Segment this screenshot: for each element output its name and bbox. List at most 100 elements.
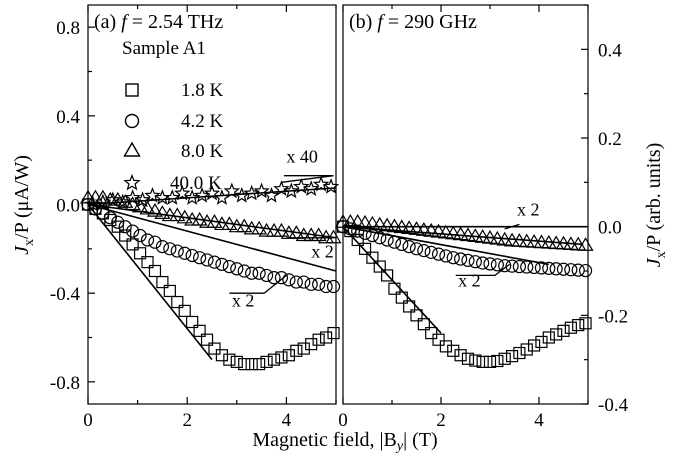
y-tick-label: -0.8 — [50, 373, 80, 394]
panel-b: 0 2 4 0.4 0.2 0.0 -0.2 -0.4 x 2 x 2 (b) f = 290 … — [334, 4, 669, 431]
data-point-40-0-k — [302, 180, 320, 197]
data-point-40-0-k — [273, 180, 290, 197]
data-point-8-0-k — [236, 218, 253, 233]
panel-b-title: (b) f = 290 GHz — [349, 11, 477, 33]
data-point-8-0-k — [437, 224, 454, 239]
data-point-1-8-k — [439, 340, 452, 353]
data-point-4-2-k — [527, 260, 541, 275]
data-point-1-8-k — [366, 251, 379, 264]
data-point-4-2-k — [468, 255, 482, 269]
data-point-4-2-k — [96, 206, 110, 220]
data-point-4-2-k — [556, 262, 571, 276]
data-point-4-2-k — [498, 259, 512, 273]
data-point-4-2-k — [483, 257, 497, 271]
data-point-1-8-k — [327, 326, 340, 340]
data-point-8-0-k — [474, 229, 491, 243]
data-point-1-8-k — [163, 284, 176, 298]
data-point-1-8-k — [381, 269, 394, 282]
data-point-4-2-k — [431, 247, 446, 261]
annotation-line — [281, 175, 334, 183]
data-point-4-2-k — [505, 259, 519, 273]
data-point-1-8-k — [223, 353, 236, 366]
data-point-40-0-k — [104, 191, 122, 208]
data-point-4-2-k — [133, 228, 147, 243]
data-point-1-8-k — [133, 247, 147, 260]
data-point-4-2-k — [351, 224, 365, 238]
data-point-4-2-k — [312, 277, 326, 291]
annotation-label: x 2 — [232, 290, 255, 310]
data-point-4-2-k — [373, 231, 387, 245]
data-point-4-2-k — [454, 252, 468, 266]
data-point-40-0-k — [134, 191, 151, 208]
data-point-4-2-k — [297, 275, 311, 289]
data-point-1-8-k — [253, 358, 266, 371]
data-point-4-2-k — [103, 211, 117, 225]
data-point-8-0-k — [191, 211, 208, 226]
data-point-4-2-k — [126, 224, 140, 238]
data-point-4-2-k — [111, 215, 125, 229]
data-point-4-2-k — [193, 251, 207, 265]
data-point-8-0-k — [132, 198, 149, 213]
data-point-4-2-k — [259, 268, 274, 283]
annotation-label: x 40 — [286, 146, 318, 166]
data-point-1-8-k — [305, 338, 318, 351]
data-point-4-2-k — [380, 233, 394, 247]
data-point-1-8-k — [267, 353, 281, 366]
data-point-4-2-k — [282, 273, 296, 287]
data-point-1-8-k — [469, 354, 482, 367]
data-point-1-8-k — [395, 291, 408, 304]
y-tick-label: -0.4 — [598, 395, 629, 416]
data-point-40-0-k — [203, 184, 221, 201]
data-point-8-0-k — [251, 220, 268, 235]
data-point-1-8-k — [454, 349, 467, 362]
data-point-4-2-k — [424, 245, 438, 259]
data-point-1-8-k — [564, 321, 577, 334]
data-point-1-8-k — [520, 343, 533, 356]
data-point-8-0-k — [146, 202, 164, 217]
data-point-4-2-k — [178, 246, 192, 260]
data-point-1-8-k — [111, 220, 124, 233]
fit-line — [87, 203, 337, 272]
data-point-40-0-k — [144, 186, 161, 203]
data-point-1-8-k — [388, 282, 401, 295]
legend-item-40-0k: 40.0 K — [170, 173, 222, 194]
data-point-4-2-k — [148, 235, 162, 249]
data-point-4-2-k — [395, 237, 409, 251]
data-point-8-0-k — [452, 226, 469, 241]
data-point-8-0-k — [401, 220, 418, 235]
data-point-4-2-k — [81, 197, 95, 212]
data-point-1-8-k — [245, 358, 258, 371]
data-point-8-0-k — [364, 215, 381, 230]
x-axis-label: Magnetic field, |By| (T) — [252, 429, 437, 454]
data-point-8-0-k — [481, 230, 499, 244]
legend-star-icon — [123, 173, 141, 191]
data-point-8-0-k — [221, 216, 238, 231]
data-point-8-0-k — [325, 229, 342, 244]
data-point-8-0-k — [445, 225, 462, 240]
x-tick-label: 0 — [338, 410, 348, 431]
data-point-1-8-k — [542, 331, 555, 344]
legend: 1.8 K 4.2 K 8.0 K 40.0 K — [123, 80, 224, 194]
data-point-4-2-k — [461, 253, 475, 267]
data-point-8-0-k — [423, 222, 440, 237]
data-point-4-2-k — [319, 279, 333, 294]
data-point-1-8-k — [491, 354, 504, 368]
annotation-label: x 2 — [517, 200, 540, 220]
data-point-8-0-k — [386, 218, 403, 233]
panel-a-title: (a) f = 2.54 THz — [94, 11, 223, 33]
legend-circle-icon — [124, 113, 140, 129]
data-point-8-0-k — [349, 214, 366, 228]
data-point-1-8-k — [186, 315, 199, 329]
data-point-1-8-k — [126, 238, 139, 251]
data-point-4-2-k — [155, 240, 169, 254]
data-point-4-2-k — [170, 244, 184, 258]
data-point-1-8-k — [579, 317, 592, 330]
sample-label: Sample A1 — [122, 38, 206, 59]
data-point-4-2-k — [200, 253, 214, 267]
y-tick-label: 0.2 — [598, 129, 622, 150]
data-point-4-2-k — [245, 266, 259, 280]
annotation-line — [504, 223, 520, 230]
data-point-8-0-k — [206, 214, 223, 228]
data-point-4-2-k — [140, 233, 155, 247]
panel-a-ticks: 0 2 4 0.8 0.4 0.0 -0.4 -0.8 — [50, 5, 337, 431]
